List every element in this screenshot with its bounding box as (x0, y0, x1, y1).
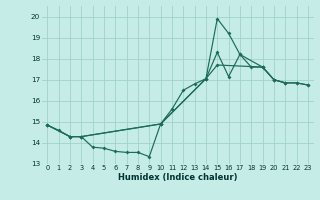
X-axis label: Humidex (Indice chaleur): Humidex (Indice chaleur) (118, 173, 237, 182)
